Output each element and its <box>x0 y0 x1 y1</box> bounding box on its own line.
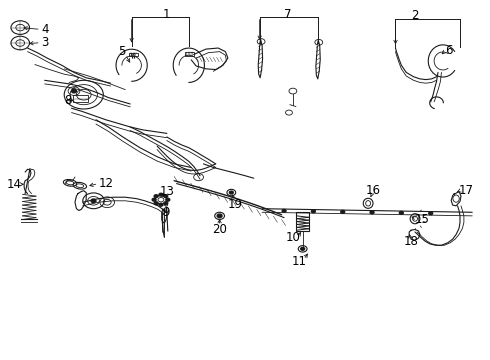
Circle shape <box>164 195 168 198</box>
Circle shape <box>229 191 233 194</box>
Circle shape <box>312 210 316 213</box>
Circle shape <box>154 195 158 198</box>
Circle shape <box>282 210 286 212</box>
Text: 3: 3 <box>41 36 49 49</box>
Text: 7: 7 <box>284 8 292 21</box>
Text: 19: 19 <box>228 198 243 211</box>
Circle shape <box>429 212 433 215</box>
Text: 15: 15 <box>415 213 429 226</box>
Text: 2: 2 <box>411 9 419 22</box>
Circle shape <box>166 198 170 201</box>
Text: 17: 17 <box>458 184 473 197</box>
Text: 11: 11 <box>291 255 306 268</box>
Text: 16: 16 <box>366 184 381 197</box>
Circle shape <box>72 89 76 93</box>
Circle shape <box>301 247 305 250</box>
Text: 6: 6 <box>445 44 453 57</box>
Circle shape <box>154 202 158 205</box>
Text: 1: 1 <box>163 8 171 21</box>
Circle shape <box>164 202 168 205</box>
Text: 12: 12 <box>98 177 113 190</box>
Circle shape <box>159 193 163 196</box>
Circle shape <box>91 199 96 203</box>
Text: 9: 9 <box>162 207 170 220</box>
Circle shape <box>217 214 222 218</box>
Text: 18: 18 <box>404 235 418 248</box>
Text: 20: 20 <box>212 223 227 236</box>
Circle shape <box>152 198 156 201</box>
Text: 5: 5 <box>118 45 125 58</box>
Circle shape <box>399 211 403 214</box>
Text: 10: 10 <box>286 231 300 244</box>
Circle shape <box>159 203 163 206</box>
Text: 14: 14 <box>7 178 22 191</box>
Text: 8: 8 <box>65 94 72 107</box>
Circle shape <box>341 211 344 213</box>
Circle shape <box>370 211 374 214</box>
Text: 4: 4 <box>41 23 49 36</box>
Text: 13: 13 <box>159 185 174 198</box>
